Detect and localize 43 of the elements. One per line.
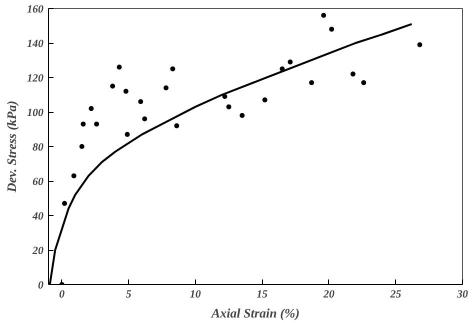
point [71,173,76,178]
y-tick-label: 160 [27,4,44,16]
point [226,104,232,110]
point [361,80,366,86]
x-tick-label: 10 [190,288,202,300]
y-tick-label: 20 [32,245,44,257]
x-tick-label: 5 [126,288,132,300]
point [142,116,148,122]
x-tick-label: 20 [322,288,335,300]
x-tick-label: 30 [456,288,468,300]
point [174,123,180,128]
point [79,144,84,149]
point [164,85,169,90]
point [329,26,334,32]
point [240,112,245,118]
point [309,80,314,86]
x-tick-label: 0 [59,288,66,300]
y-tick-label: 140 [27,38,44,50]
point [124,132,130,137]
y-tick-label: 60 [32,176,44,188]
y-tick-label: 40 [32,210,44,222]
point [138,99,144,104]
y-tick-label: 80 [32,142,44,154]
y-tick-label: 100 [27,107,44,119]
y-tick-label: 0 [38,280,44,292]
x-tick-label: 25 [389,288,402,300]
point [88,106,94,112]
point [110,84,116,89]
y-tick-label: 120 [27,72,44,84]
point [94,122,100,127]
point [321,12,326,18]
point [288,59,293,64]
point [62,200,68,206]
x-tick-label: 15 [256,288,268,300]
x-axis-title: Axial Strain (%) [210,306,300,320]
point [262,97,268,102]
point [116,64,122,70]
point [123,88,128,94]
point [350,72,356,77]
point [417,42,422,48]
point [80,122,86,127]
point [170,66,176,72]
y-axis-title: Dev. Stress (kPa) [4,100,19,194]
